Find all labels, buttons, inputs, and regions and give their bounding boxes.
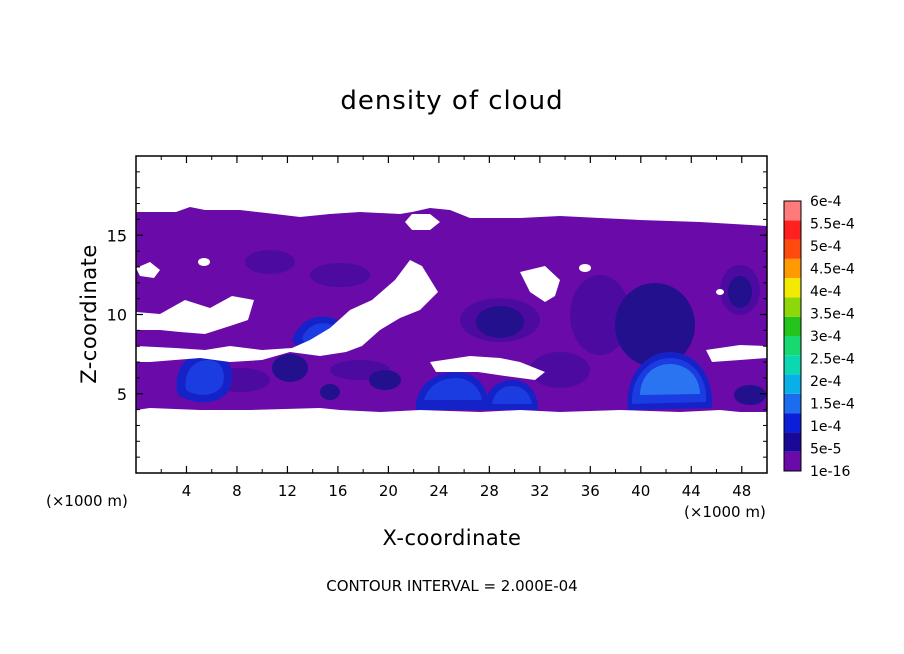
x-tick-label-0: 4: [182, 482, 192, 500]
colorbar-swatch-13: [784, 201, 801, 221]
colorbar-frame: [783, 200, 802, 472]
x-tick-label-8: 36: [581, 482, 600, 500]
colorbar-label-4: 2e-4: [810, 374, 842, 390]
colorbar-label-11: 5.5e-4: [810, 217, 855, 233]
colorbar-label-9: 4.5e-4: [810, 262, 855, 278]
colorbar-label-8: 4e-4: [810, 284, 842, 300]
mid-density-regions: [272, 276, 766, 405]
colorbar-swatch-10: [784, 258, 801, 279]
colorbar: 1e-16 5e-5 1e-4 1.5e-4 2e-4 2.5e-4 3e-4 3.5e-4 4…: [783, 194, 855, 480]
x-axis-ticks: 4 8 12 16 20 24 28 32 36 40 44 48: [160, 156, 751, 500]
colorbar-label-2: 1e-4: [810, 419, 842, 435]
x-axis-unit-right: (×1000 m): [684, 503, 766, 521]
contour-interval-note: CONTOUR INTERVAL = 2.000E-04: [326, 577, 578, 595]
y-tick-label-1: 10: [107, 306, 127, 325]
colorbar-swatch-11: [784, 239, 801, 259]
colorbar-swatch-0: [784, 451, 801, 471]
x-tick-label-6: 28: [480, 482, 499, 500]
colorbar-label-7: 3.5e-4: [810, 307, 855, 323]
core-5-inner: [640, 364, 700, 395]
colorbar-swatch-1: [784, 432, 801, 452]
colorbar-label-0: 1e-16: [810, 464, 850, 480]
colorbar-swatch-4: [784, 374, 801, 394]
cloud-field: [136, 207, 767, 412]
x-tick-label-5: 24: [429, 482, 448, 500]
core-4-inner: [492, 386, 532, 404]
colorbar-label-1: 5e-5: [810, 442, 841, 458]
colorbar-swatch-2: [784, 413, 801, 433]
colorbar-label-3: 1.5e-4: [810, 397, 855, 413]
x-tick-label-7: 32: [530, 482, 549, 500]
x-tick-label-3: 16: [328, 482, 347, 500]
x-axis-label: X-coordinate: [382, 526, 522, 550]
colorbar-label-12: 6e-4: [810, 194, 842, 210]
colorbar-label-10: 5e-4: [810, 239, 842, 255]
x-tick-label-2: 12: [278, 482, 297, 500]
y-axis-ticks: 5 10 15: [107, 171, 767, 458]
colorbar-swatch-12: [784, 220, 801, 240]
colorbar-swatch-8: [784, 297, 801, 317]
y-tick-label-2: 15: [107, 226, 127, 245]
x-tick-label-1: 8: [232, 482, 242, 500]
core-1-inner: [185, 360, 224, 395]
colorbar-swatch-6: [784, 336, 801, 356]
colorbar-label-6: 3e-4: [810, 329, 842, 345]
y-tick-label-0: 5: [117, 385, 127, 404]
x-tick-label-4: 20: [379, 482, 398, 500]
colorbar-swatch-7: [784, 316, 801, 336]
cloud-free-gaps: [136, 214, 767, 380]
chart-title: density of cloud: [340, 86, 564, 116]
x-tick-label-11: 48: [732, 482, 751, 500]
colorbar-swatch-5: [784, 355, 801, 375]
x-tick-label-9: 40: [631, 482, 650, 500]
x-axis-unit-left: (×1000 m): [46, 492, 128, 510]
low-density-patches: [210, 250, 760, 392]
colorbar-swatch-9: [784, 278, 801, 298]
colorbar-swatch-3: [784, 393, 801, 414]
x-tick-label-10: 44: [682, 482, 701, 500]
colorbar-label-5: 2.5e-4: [810, 352, 855, 368]
core-3-inner: [424, 378, 482, 400]
